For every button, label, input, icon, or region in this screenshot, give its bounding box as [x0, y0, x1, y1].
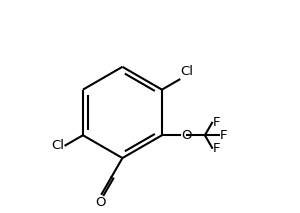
- Text: O: O: [181, 129, 191, 142]
- Text: Cl: Cl: [51, 139, 64, 152]
- Text: F: F: [213, 116, 220, 129]
- Text: F: F: [213, 142, 220, 155]
- Text: F: F: [220, 129, 228, 142]
- Text: Cl: Cl: [180, 66, 194, 79]
- Text: O: O: [95, 196, 106, 209]
